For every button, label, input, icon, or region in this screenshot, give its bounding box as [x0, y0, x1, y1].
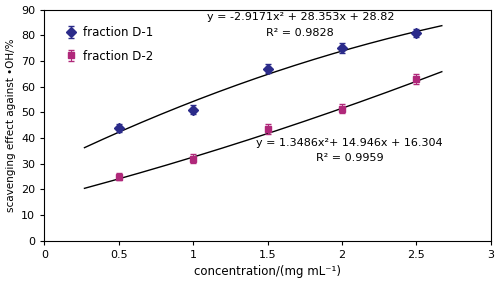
Text: y = -2.9171x² + 28.353x + 28.82: y = -2.9171x² + 28.353x + 28.82	[206, 12, 394, 22]
Legend: fraction D-1, fraction D-2: fraction D-1, fraction D-2	[59, 20, 159, 68]
Text: R² = 0.9828: R² = 0.9828	[266, 28, 334, 37]
Text: y = 1.3486x²+ 14.946x + 16.304: y = 1.3486x²+ 14.946x + 16.304	[256, 138, 443, 148]
Text: R² = 0.9959: R² = 0.9959	[316, 153, 384, 164]
X-axis label: concentration/(mg mL⁻¹): concentration/(mg mL⁻¹)	[194, 266, 341, 278]
Y-axis label: scavenging effect against •OH/%: scavenging effect against •OH/%	[6, 38, 16, 212]
